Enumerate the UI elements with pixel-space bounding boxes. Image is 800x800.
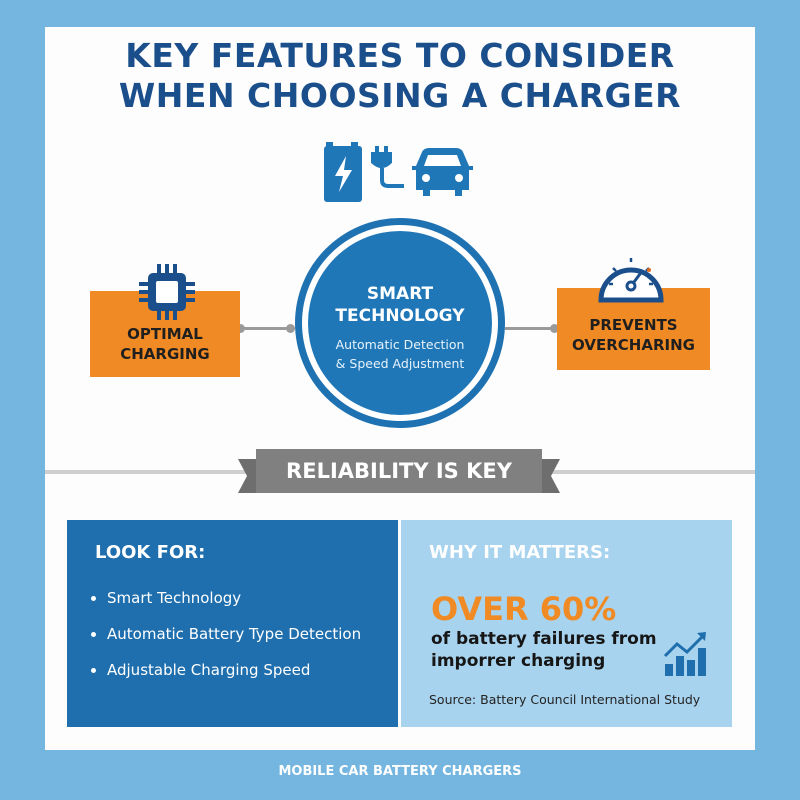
look-for-panel: LOOK FOR: Smart Technology Automatic Bat… (67, 520, 398, 727)
connector-right (505, 327, 557, 330)
title-line-2: WHEN CHOOSING A CHARGER (118, 76, 682, 115)
why-it-matters-panel: WHY IT MATTERS: OVER 60% of battery fail… (401, 520, 732, 727)
stat-line-2: imporrer charging (431, 651, 606, 671)
chip-icon (139, 264, 195, 320)
connector-dot (550, 324, 559, 333)
left-box-line-2: CHARGING (120, 345, 210, 363)
connector-left (240, 327, 292, 330)
page-title: KEY FEATURES TO CONSIDER WHEN CHOOSING A… (0, 36, 800, 116)
why-heading: WHY IT MATTERS: (429, 542, 611, 563)
look-for-heading: LOOK FOR: (95, 542, 206, 563)
look-for-list: Smart Technology Automatic Battery Type … (87, 580, 361, 688)
center-subtitle-2: & Speed Adjustment (335, 356, 465, 371)
plug-icon (371, 146, 404, 188)
stat-value: OVER 60% (431, 590, 617, 628)
left-box-line-1: OPTIMAL (127, 325, 203, 343)
footer-text: MOBILE CAR BATTERY CHARGERS (278, 764, 522, 779)
center-subtitle-1: Automatic Detection (335, 337, 465, 352)
stat-line-1: of battery failures from (431, 629, 657, 649)
car-icon (412, 148, 473, 196)
title-line-1: KEY FEATURES TO CONSIDER (125, 36, 675, 75)
ribbon-text: RELIABILITY IS KEY (256, 449, 542, 493)
trend-chart-icon (663, 632, 706, 676)
optimal-charging-box: OPTIMAL CHARGING (90, 291, 240, 377)
source-text: Source: Battery Council International St… (429, 692, 701, 707)
reliability-ribbon: RELIABILITY IS KEY (238, 449, 560, 493)
connector-dot (286, 324, 295, 333)
smart-technology-circle: SMART TECHNOLOGY Automatic Detection & S… (295, 218, 505, 428)
list-item: Smart Technology (107, 580, 361, 616)
list-item: Automatic Battery Type Detection (107, 616, 361, 652)
battery-bolt-icon (324, 142, 362, 202)
connector-dot (236, 324, 245, 333)
right-box-line-2: OVERCHARING (572, 336, 695, 354)
list-item: Adjustable Charging Speed (107, 652, 361, 688)
right-box-line-1: PREVENTS (589, 316, 678, 334)
charging-icons (324, 142, 473, 202)
speedometer-icon (598, 258, 664, 303)
center-title: SMART TECHNOLOGY (335, 284, 465, 326)
